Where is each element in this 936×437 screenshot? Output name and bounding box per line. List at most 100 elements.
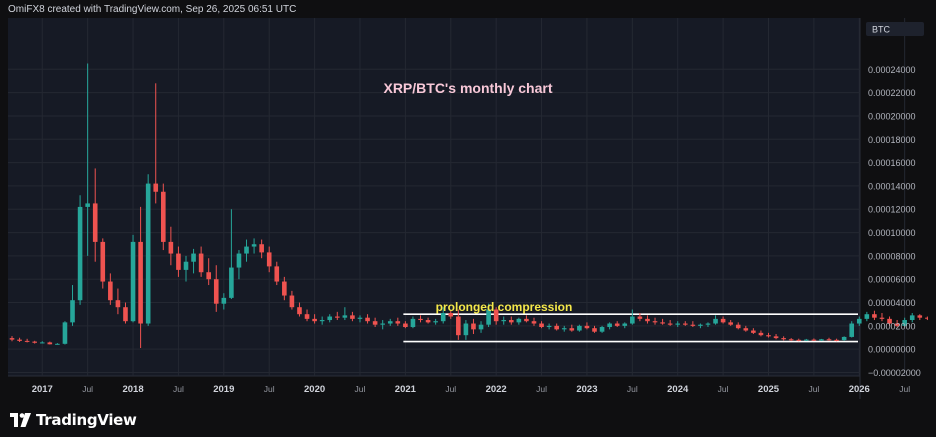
- candle: [735, 322, 741, 330]
- candle-body: [161, 191, 166, 242]
- candle-body: [788, 339, 794, 341]
- candle-body: [614, 323, 620, 326]
- candle-body: [493, 309, 499, 322]
- candle-body: [62, 322, 68, 344]
- candle: [334, 311, 340, 321]
- chart-canvas[interactable]: 0.00024000 0.00022000 0.00020000 0.00018000…: [8, 18, 930, 399]
- candle-body: [917, 315, 923, 318]
- currency-label: BTC: [872, 25, 891, 35]
- candle-body: [365, 317, 370, 322]
- candle: [176, 246, 181, 277]
- candle: [622, 322, 628, 329]
- price-tick-label: 0.00014000: [868, 181, 916, 191]
- candle-body: [766, 335, 771, 337]
- price-axis[interactable]: [860, 18, 928, 399]
- candle-body: [925, 317, 930, 319]
- candle: [213, 265, 219, 312]
- candle-body: [675, 323, 681, 325]
- time-tick-label: 2021: [395, 384, 417, 395]
- candle-body: [713, 318, 718, 324]
- candle-body: [471, 323, 476, 330]
- candle: [433, 318, 438, 325]
- candle-body: [145, 183, 151, 324]
- candle-body: [796, 339, 802, 341]
- candle: [387, 318, 393, 326]
- candle-body: [282, 281, 287, 296]
- candle-body: [834, 339, 839, 341]
- candle-body: [743, 328, 749, 331]
- candle: [9, 336, 15, 342]
- candle-body: [826, 339, 832, 341]
- candle-body: [630, 316, 635, 324]
- candle: [841, 336, 847, 341]
- candle: [660, 318, 665, 325]
- candle-body: [387, 321, 393, 324]
- time-tick-label: Jul: [627, 384, 638, 394]
- candle: [297, 302, 302, 317]
- candle: [766, 332, 771, 338]
- candle: [145, 174, 151, 326]
- candle: [531, 317, 537, 326]
- candle: [274, 261, 280, 286]
- candle: [327, 314, 333, 323]
- candle: [781, 336, 786, 341]
- candle: [546, 323, 552, 330]
- candle-body: [841, 336, 847, 341]
- candle: [637, 313, 643, 322]
- time-tick-label: 2023: [576, 384, 597, 395]
- tradingview-logo[interactable]: TradingView: [10, 411, 137, 429]
- candle: [198, 246, 204, 277]
- candle: [456, 309, 461, 340]
- grid-lines: [8, 18, 906, 376]
- time-tick-label: 2024: [667, 384, 689, 395]
- candle-body: [667, 323, 673, 325]
- candle: [682, 321, 688, 326]
- price-tick-label: 0.00008000: [868, 251, 916, 261]
- candle-body: [720, 318, 726, 323]
- candle-body: [115, 300, 121, 308]
- time-tick-label: 2026: [849, 384, 870, 395]
- candle-body: [607, 323, 612, 328]
- price-chart[interactable]: 0.00024000 0.00022000 0.00020000 0.00018000…: [8, 18, 930, 399]
- candle: [516, 317, 522, 325]
- candle-body: [894, 323, 900, 326]
- time-tick-label: Jul: [82, 384, 93, 394]
- candle-body: [32, 341, 37, 343]
- candle-body: [198, 253, 204, 273]
- candle: [55, 343, 60, 345]
- candle: [229, 209, 234, 300]
- candle: [667, 320, 673, 326]
- candle: [894, 320, 900, 328]
- candle-body: [909, 315, 915, 321]
- tradingview-icon: [10, 413, 31, 427]
- time-axis[interactable]: [8, 376, 860, 399]
- candle-body: [183, 261, 189, 270]
- candle-body: [221, 297, 227, 304]
- candle: [630, 309, 635, 325]
- candle: [183, 255, 189, 282]
- time-tick-label: 2022: [486, 384, 507, 395]
- candle-body: [297, 307, 302, 315]
- candle-body: [403, 323, 408, 328]
- candle-body: [872, 314, 877, 318]
- compression-label: prolonged compression: [436, 300, 573, 314]
- price-tick-label: 0.00010000: [868, 228, 916, 238]
- candle-body: [418, 318, 423, 321]
- candle-body: [77, 206, 83, 301]
- candle: [804, 338, 809, 342]
- candle: [645, 315, 650, 324]
- candle: [221, 293, 227, 310]
- time-tick-label: Jul: [899, 384, 910, 394]
- candle: [493, 307, 499, 325]
- candle-body: [758, 332, 764, 336]
- candle: [259, 239, 264, 259]
- candle-body: [17, 339, 22, 341]
- candle: [153, 83, 159, 204]
- price-tick-label: −0.00002000: [868, 368, 921, 378]
- time-tick-label: Jul: [173, 384, 184, 394]
- candle: [244, 239, 249, 262]
- price-tick-label: 0.00018000: [868, 135, 916, 145]
- candle-body: [138, 241, 143, 324]
- candle-body: [804, 339, 809, 341]
- candle: [108, 273, 113, 305]
